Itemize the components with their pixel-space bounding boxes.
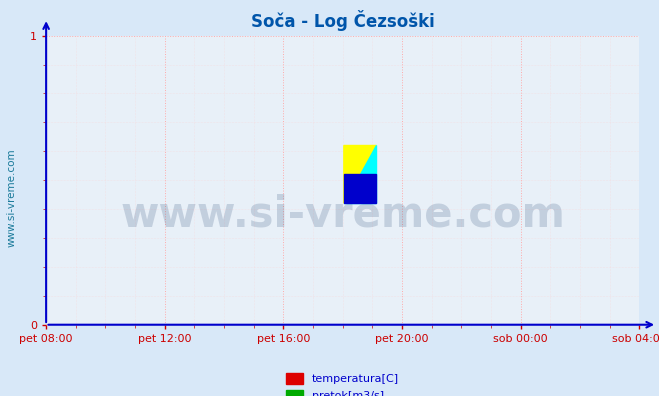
Text: www.si-vreme.com: www.si-vreme.com (120, 194, 565, 236)
Polygon shape (344, 174, 376, 203)
Polygon shape (344, 145, 376, 203)
Legend: temperatura[C], pretok[m3/s]: temperatura[C], pretok[m3/s] (282, 369, 403, 396)
Title: Soča - Log Čezsoški: Soča - Log Čezsoški (251, 10, 434, 31)
Text: www.si-vreme.com: www.si-vreme.com (7, 148, 17, 248)
Polygon shape (344, 145, 376, 203)
